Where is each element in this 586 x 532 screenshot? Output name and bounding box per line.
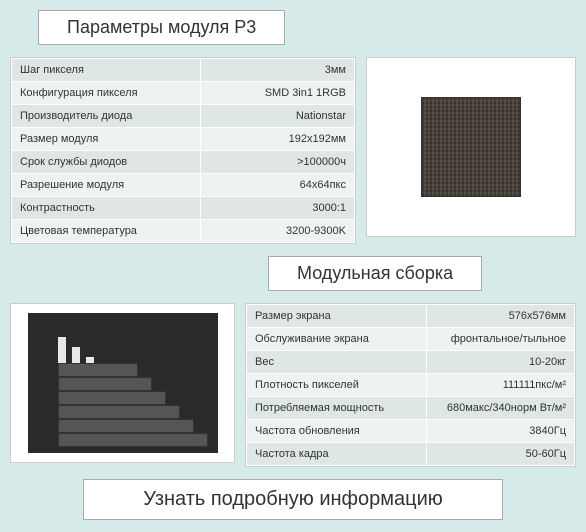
table-row: Частота кадра50-60Гц <box>247 443 575 466</box>
module-image-box <box>366 57 576 237</box>
param-label: Плотность пикселей <box>247 374 427 397</box>
module-image <box>421 97 521 197</box>
table-row: Частота обновления3840Гц <box>247 420 575 443</box>
table-row: Цветовая температура3200-9300K <box>12 220 355 243</box>
param-value: 10-20кг <box>427 351 575 374</box>
param-value: 3200-9300K <box>200 220 354 243</box>
param-label: Размер экрана <box>247 305 427 328</box>
table-row: Разрешение модуля64x64пкс <box>12 174 355 197</box>
param-value: 192x192мм <box>200 128 354 151</box>
param-label: Частота обновления <box>247 420 427 443</box>
param-value: 576x576мм <box>427 305 575 328</box>
param-label: Производитель диода <box>12 105 201 128</box>
param-value: Nationstar <box>200 105 354 128</box>
table-row: Шаг пикселя3мм <box>12 59 355 82</box>
table-row: Конфигурация пикселяSMD 3in1 1RGB <box>12 82 355 105</box>
param-value: >100000ч <box>200 151 354 174</box>
param-label: Срок службы диодов <box>12 151 201 174</box>
param-label: Частота кадра <box>247 443 427 466</box>
param-value: 3мм <box>200 59 354 82</box>
table-row: Обслуживание экранафронтальное/тыльное <box>247 328 575 351</box>
table-row: Плотность пикселей111111пкс/м² <box>247 374 575 397</box>
section-title-params: Параметры модуля P3 <box>38 10 285 45</box>
params-table-box: Шаг пикселя3мм Конфигурация пикселяSMD 3… <box>10 57 356 244</box>
table-row: Размер модуля192x192мм <box>12 128 355 151</box>
param-label: Контрастность <box>12 197 201 220</box>
table-row: Потребляемая мощность680макс/340норм Вт/… <box>247 397 575 420</box>
cta-button[interactable]: Узнать подробную информацию <box>83 479 503 520</box>
params-table: Шаг пикселя3мм Конфигурация пикселяSMD 3… <box>11 58 355 243</box>
param-label: Конфигурация пикселя <box>12 82 201 105</box>
param-value: 50-60Гц <box>427 443 575 466</box>
param-label: Вес <box>247 351 427 374</box>
param-label: Шаг пикселя <box>12 59 201 82</box>
assembly-image <box>28 313 218 453</box>
assembly-row: Размер экрана576x576мм Обслуживание экра… <box>10 303 576 467</box>
assembly-table-box: Размер экрана576x576мм Обслуживание экра… <box>245 303 576 467</box>
assembly-table: Размер экрана576x576мм Обслуживание экра… <box>246 304 575 466</box>
param-value: 3840Гц <box>427 420 575 443</box>
param-label: Потребляемая мощность <box>247 397 427 420</box>
param-value: фронтальное/тыльное <box>427 328 575 351</box>
param-label: Цветовая температура <box>12 220 201 243</box>
assembly-image-box <box>10 303 235 463</box>
param-value: 64x64пкс <box>200 174 354 197</box>
section-title-assembly: Модульная сборка <box>268 256 482 291</box>
param-value: SMD 3in1 1RGB <box>200 82 354 105</box>
table-row: Размер экрана576x576мм <box>247 305 575 328</box>
table-row: Срок службы диодов>100000ч <box>12 151 355 174</box>
param-value: 3000:1 <box>200 197 354 220</box>
param-value: 111111пкс/м² <box>427 374 575 397</box>
table-row: Вес10-20кг <box>247 351 575 374</box>
params-row: Шаг пикселя3мм Конфигурация пикселяSMD 3… <box>10 57 576 244</box>
param-label: Разрешение модуля <box>12 174 201 197</box>
param-value: 680макс/340норм Вт/м² <box>427 397 575 420</box>
param-label: Размер модуля <box>12 128 201 151</box>
param-label: Обслуживание экрана <box>247 328 427 351</box>
table-row: Контрастность3000:1 <box>12 197 355 220</box>
table-row: Производитель диодаNationstar <box>12 105 355 128</box>
